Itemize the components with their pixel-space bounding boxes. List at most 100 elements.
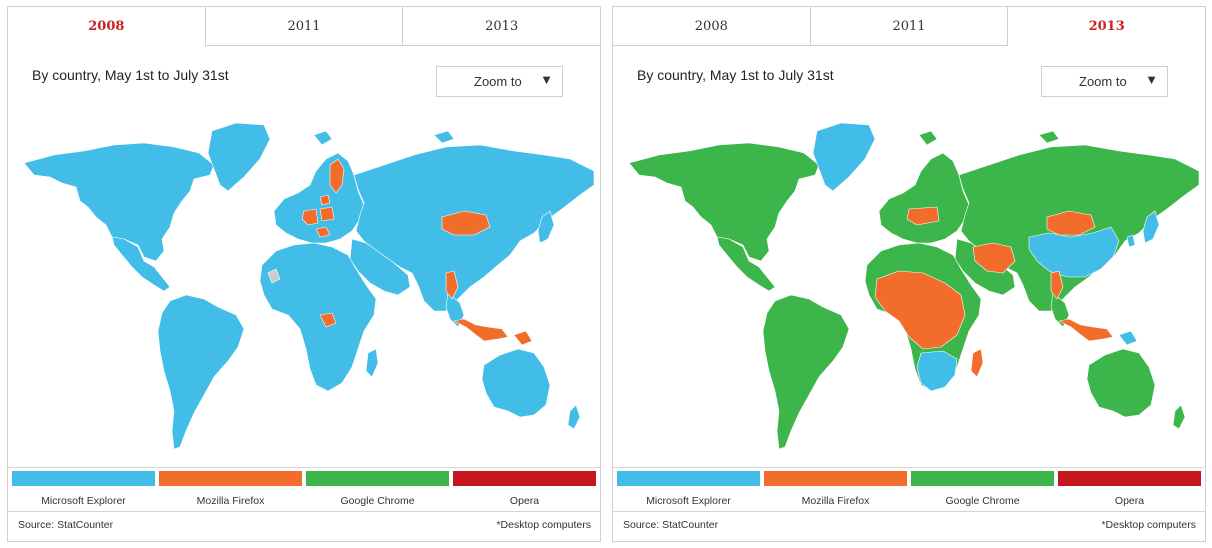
legend-swatch-opera — [1058, 471, 1201, 486]
legend-item-firefox: Mozilla Firefox — [764, 471, 907, 511]
region-western-sahara[interactable] — [267, 268, 281, 284]
legend-item-chrome: Google Chrome — [911, 471, 1054, 511]
region-papua-new-guinea[interactable] — [1118, 330, 1138, 346]
legend-divider — [8, 467, 600, 468]
year-tabs: 2008 2011 2013 — [8, 7, 601, 46]
region-new-zealand[interactable] — [567, 404, 581, 430]
legend-item-explorer: Microsoft Explorer — [617, 471, 760, 511]
region-southern-africa[interactable] — [916, 350, 958, 392]
region-poland[interactable] — [319, 206, 335, 222]
region-madagascar[interactable] — [365, 348, 379, 378]
region-indonesia[interactable] — [453, 318, 509, 342]
region-south-america[interactable] — [157, 294, 245, 450]
legend-label: Microsoft Explorer — [646, 495, 731, 507]
region-central-africa[interactable] — [874, 270, 966, 350]
tab-2008[interactable]: 2008 — [8, 7, 206, 46]
browser-legend: Microsoft Explorer Mozilla Firefox Googl… — [617, 471, 1201, 511]
region-australia[interactable] — [481, 348, 551, 418]
region-myanmar[interactable] — [445, 270, 459, 300]
region-china[interactable] — [1028, 226, 1120, 278]
triangle-down-icon: ▼ — [540, 72, 553, 87]
region-central-america[interactable] — [716, 236, 776, 292]
region-mongolia[interactable] — [1046, 210, 1096, 236]
region-japan[interactable] — [537, 210, 555, 244]
region-mongolia[interactable] — [441, 210, 491, 236]
region-middle-east[interactable] — [349, 238, 411, 296]
legend-swatch-explorer — [617, 471, 760, 486]
legend-label: Microsoft Explorer — [41, 495, 126, 507]
map-subtitle: By country, May 1st to July 31st — [32, 67, 229, 83]
region-arctic-islands[interactable] — [313, 130, 455, 146]
legend-swatch-chrome — [911, 471, 1054, 486]
region-southeast-asia[interactable] — [445, 292, 465, 328]
region-arctic-islands[interactable] — [918, 130, 1060, 146]
region-south-america[interactable] — [762, 294, 850, 450]
world-map[interactable] — [14, 115, 598, 455]
tab-2011[interactable]: 2011 — [810, 7, 1009, 46]
region-myanmar[interactable] — [1050, 270, 1064, 300]
region-africa[interactable] — [259, 242, 377, 392]
map-overlays — [267, 158, 533, 346]
region-estonia-latvia[interactable] — [319, 194, 331, 206]
region-greenland[interactable] — [812, 122, 876, 192]
region-iran-afghanistan[interactable] — [972, 242, 1016, 274]
legend-label: Mozilla Firefox — [801, 495, 870, 507]
region-central-africa[interactable] — [319, 312, 337, 328]
footnote-text: *Desktop computers — [1101, 519, 1196, 531]
browser-legend: Microsoft Explorer Mozilla Firefox Googl… — [12, 471, 596, 511]
region-slovenia-croatia[interactable] — [315, 226, 331, 238]
region-greenland[interactable] — [207, 122, 271, 192]
region-papua-new-guinea[interactable] — [513, 330, 533, 346]
year-tabs: 2008 2011 2013 — [613, 7, 1206, 46]
map-overlays — [812, 122, 1160, 392]
legend-swatch-explorer — [12, 471, 155, 486]
legend-item-opera: Opera — [453, 471, 596, 511]
triangle-down-icon: ▼ — [1145, 72, 1158, 87]
legend-label: Mozilla Firefox — [196, 495, 265, 507]
region-indonesia[interactable] — [1058, 318, 1114, 342]
legend-swatch-firefox — [159, 471, 302, 486]
legend-label: Opera — [509, 495, 540, 507]
browser-map-panel-2008: 2008 2011 2013 By country, May 1st to Ju… — [7, 6, 601, 542]
region-madagascar[interactable] — [970, 348, 984, 378]
source-text: Source: StatCounter — [623, 519, 719, 531]
tab-2013[interactable]: 2013 — [403, 7, 601, 46]
region-finland[interactable] — [329, 158, 345, 194]
browser-map-panel-2013: 2008 2011 2013 By country, May 1st to Ju… — [612, 6, 1206, 542]
zoom-to-label: Zoom to — [1079, 74, 1127, 89]
region-japan[interactable] — [1142, 210, 1160, 244]
region-north-america[interactable] — [628, 142, 820, 262]
source-text: Source: StatCounter — [18, 519, 114, 531]
region-new-zealand[interactable] — [1172, 404, 1186, 430]
region-germany-poland[interactable] — [906, 206, 940, 226]
region-germany[interactable] — [301, 208, 319, 226]
region-australia[interactable] — [1086, 348, 1156, 418]
legend-label: Opera — [1114, 495, 1145, 507]
tab-2013[interactable]: 2013 — [1008, 7, 1206, 46]
legend-item-chrome: Google Chrome — [306, 471, 449, 511]
legend-item-explorer: Microsoft Explorer — [12, 471, 155, 511]
region-central-america[interactable] — [111, 236, 171, 292]
footnote-text: *Desktop computers — [496, 519, 591, 531]
legend-label: Google Chrome — [340, 495, 415, 507]
legend-swatch-firefox — [764, 471, 907, 486]
region-south-korea[interactable] — [1126, 234, 1136, 248]
map-base — [23, 122, 595, 450]
region-europe[interactable] — [878, 152, 970, 244]
zoom-to-dropdown[interactable]: Zoom to ▼ — [436, 66, 563, 97]
legend-label: Google Chrome — [945, 495, 1020, 507]
legend-item-firefox: Mozilla Firefox — [159, 471, 302, 511]
footer-divider — [8, 511, 600, 512]
legend-divider — [613, 467, 1205, 468]
world-map[interactable] — [619, 115, 1203, 455]
zoom-to-label: Zoom to — [474, 74, 522, 89]
tab-2008[interactable]: 2008 — [613, 7, 811, 46]
legend-swatch-chrome — [306, 471, 449, 486]
zoom-to-dropdown[interactable]: Zoom to ▼ — [1041, 66, 1168, 97]
footer-divider — [613, 511, 1205, 512]
tab-2011[interactable]: 2011 — [205, 7, 404, 46]
legend-swatch-opera — [453, 471, 596, 486]
region-north-america[interactable] — [23, 142, 215, 262]
region-southeast-asia[interactable] — [1050, 292, 1070, 328]
map-subtitle: By country, May 1st to July 31st — [637, 67, 834, 83]
